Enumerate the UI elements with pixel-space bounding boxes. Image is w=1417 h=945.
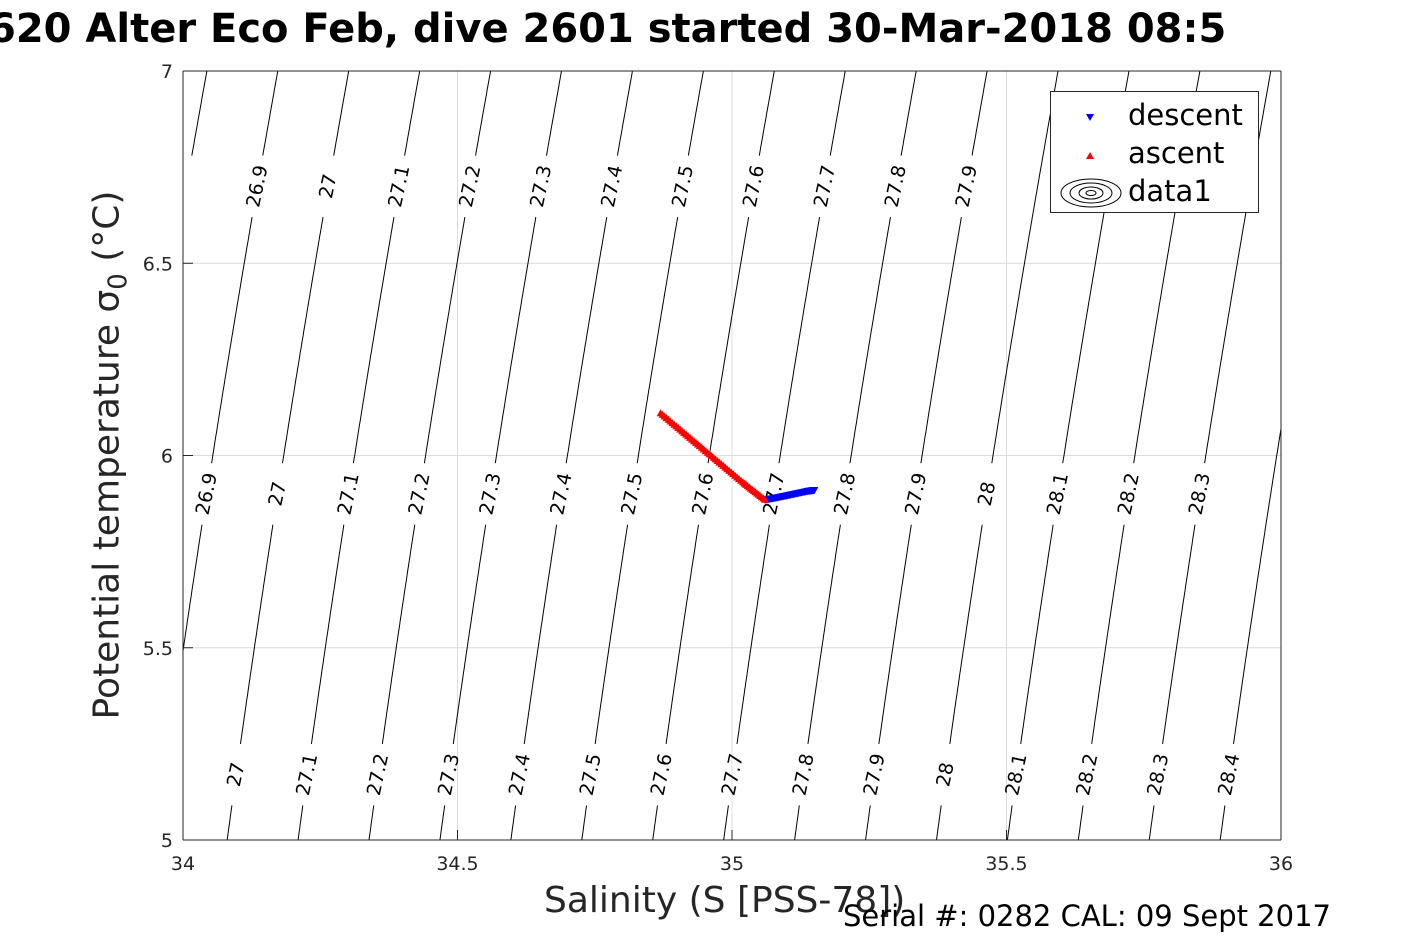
contour-label: 28.2: [1072, 752, 1102, 798]
isopycnal-line: [652, 71, 775, 840]
contour-label: 27.1: [384, 163, 414, 209]
contour-label: 28.3: [1185, 471, 1215, 517]
contour-label: 26.9: [192, 471, 222, 517]
contour-label: 27.3: [434, 752, 464, 798]
contour-label: 27.5: [668, 163, 698, 209]
contour-label: 27: [264, 480, 291, 508]
contour-label: 27.1: [333, 471, 363, 517]
isopycnal-line: [439, 71, 563, 840]
contour-label: 27.3: [475, 471, 505, 517]
chart-title: 620 Alter Eco Feb, dive 2601 started 30-…: [0, 6, 1227, 52]
contour-label: 28: [932, 760, 959, 788]
contour-label: 27: [223, 760, 250, 788]
contour-label: 27.2: [363, 752, 393, 798]
y-tick-label: 6: [161, 446, 173, 468]
contour-label: 27.7: [810, 163, 840, 209]
contour-label: 27.7: [718, 752, 748, 798]
y-tick-label: 5.5: [143, 638, 173, 660]
y-axis-label-unit: (°C): [86, 190, 128, 274]
contour-label: 27.6: [688, 471, 718, 517]
isopycnal-line: [1219, 425, 1281, 840]
contour-label: 27.2: [404, 471, 434, 517]
descent-point: [810, 487, 819, 495]
isopycnal-line: [723, 71, 846, 840]
legend: descent ascent data1: [1050, 91, 1259, 213]
y-tick-label: 7: [161, 61, 173, 83]
contour-label: 27.4: [505, 752, 535, 798]
isopycnal-line: [935, 71, 1059, 840]
contour-label: 27.8: [881, 163, 911, 209]
contour-label: 26.9: [242, 163, 272, 209]
x-tick-label: 35.5: [985, 853, 1027, 875]
isopycnal-line: [510, 71, 633, 840]
contour-label: 27.9: [901, 471, 931, 517]
isopycnal-line: [297, 71, 421, 840]
tick-labels: 34 34.5 35 35.5 36 5 5.5 6 6.5 7: [143, 61, 1293, 875]
contour-label: 27.5: [617, 471, 647, 517]
contour-label: 27.4: [597, 163, 627, 209]
x-tick-label: 35: [720, 853, 744, 875]
contour-label: 28.2: [1114, 471, 1144, 517]
isopycnal-line: [864, 71, 988, 840]
ascent-point: [760, 495, 769, 503]
contour-labels: 26.9 27 27.1 27.2 27.3 27.4 27.5 27.6 27.7 27.8 27…: [192, 163, 1245, 797]
contour-legend-icon: [1060, 178, 1122, 208]
isopycnal-line: [183, 71, 279, 655]
y-tick-label: 6.5: [143, 253, 173, 275]
isopycnal-line: [0, 52, 68, 859]
x-axis-label: Salinity (S [PSS-78]): [544, 880, 906, 921]
y-axis-label-main: Potential temperature σ: [86, 289, 128, 720]
contour-label: 27.2: [455, 163, 485, 209]
isopycnal-line: [581, 71, 704, 840]
contour-label: 28.3: [1143, 752, 1173, 798]
y-axis-label-subscript: 0: [103, 273, 134, 290]
isopycnal-line: [368, 71, 492, 840]
ascent-marker-icon: [1086, 152, 1094, 159]
axes: [182, 70, 1282, 841]
contour-label: 27.1: [292, 752, 322, 798]
isopycnal-line: [1289, 52, 1417, 859]
contour-label: 28.4: [1214, 752, 1244, 798]
isopycnal-line: [1148, 71, 1272, 840]
x-tick-label: 34.5: [436, 853, 478, 875]
contour-label: 27.8: [788, 752, 818, 798]
contour-label: 27: [315, 172, 342, 200]
y-tick-label: 5: [161, 830, 173, 852]
contour-label: 27.6: [647, 752, 677, 798]
x-tick-label: 36: [1269, 853, 1293, 875]
legend-item-ascent: ascent: [1051, 135, 1258, 171]
contour-label: 27.3: [526, 163, 556, 209]
contour-label: 27.6: [739, 163, 769, 209]
legend-label-data1: data1: [1128, 174, 1212, 208]
contour-label: 28.1: [1001, 752, 1031, 798]
legend-item-data1: data1: [1051, 173, 1258, 209]
density-contours: [0, 52, 1417, 859]
contour-label: 27.9: [859, 752, 889, 798]
contour-label: 28.1: [1043, 471, 1073, 517]
contour-label: 28: [974, 480, 1001, 508]
isopycnal-line: [794, 71, 917, 840]
isopycnal-line: [226, 71, 350, 840]
isopycnal-line: [191, 71, 208, 156]
descent-marker-icon: [1086, 114, 1094, 121]
serial-cal-footer: Serial #: 0282 CAL: 09 Sept 2017: [843, 899, 1331, 933]
contour-label: 27.5: [576, 752, 606, 798]
data-points: [656, 409, 819, 504]
contour-label: 27.4: [546, 471, 576, 517]
legend-label-descent: descent: [1128, 98, 1243, 132]
x-tick-label: 34: [171, 853, 195, 875]
contour-label: 27.8: [830, 471, 860, 517]
contour-label: 27.9: [952, 163, 982, 209]
legend-label-ascent: ascent: [1128, 136, 1225, 170]
legend-item-descent: descent: [1051, 97, 1258, 133]
